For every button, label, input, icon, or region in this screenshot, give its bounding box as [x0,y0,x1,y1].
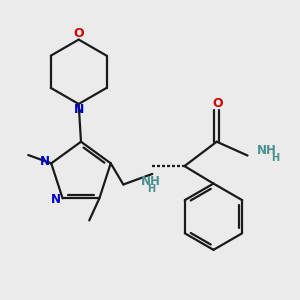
Text: NH: NH [141,175,161,188]
Text: O: O [213,97,224,110]
Text: H: H [272,153,280,163]
Text: N: N [51,193,61,206]
Text: H: H [147,184,155,194]
Text: O: O [74,27,84,40]
Text: N: N [74,103,84,116]
Text: N: N [40,155,50,169]
Text: NH: NH [257,144,277,158]
